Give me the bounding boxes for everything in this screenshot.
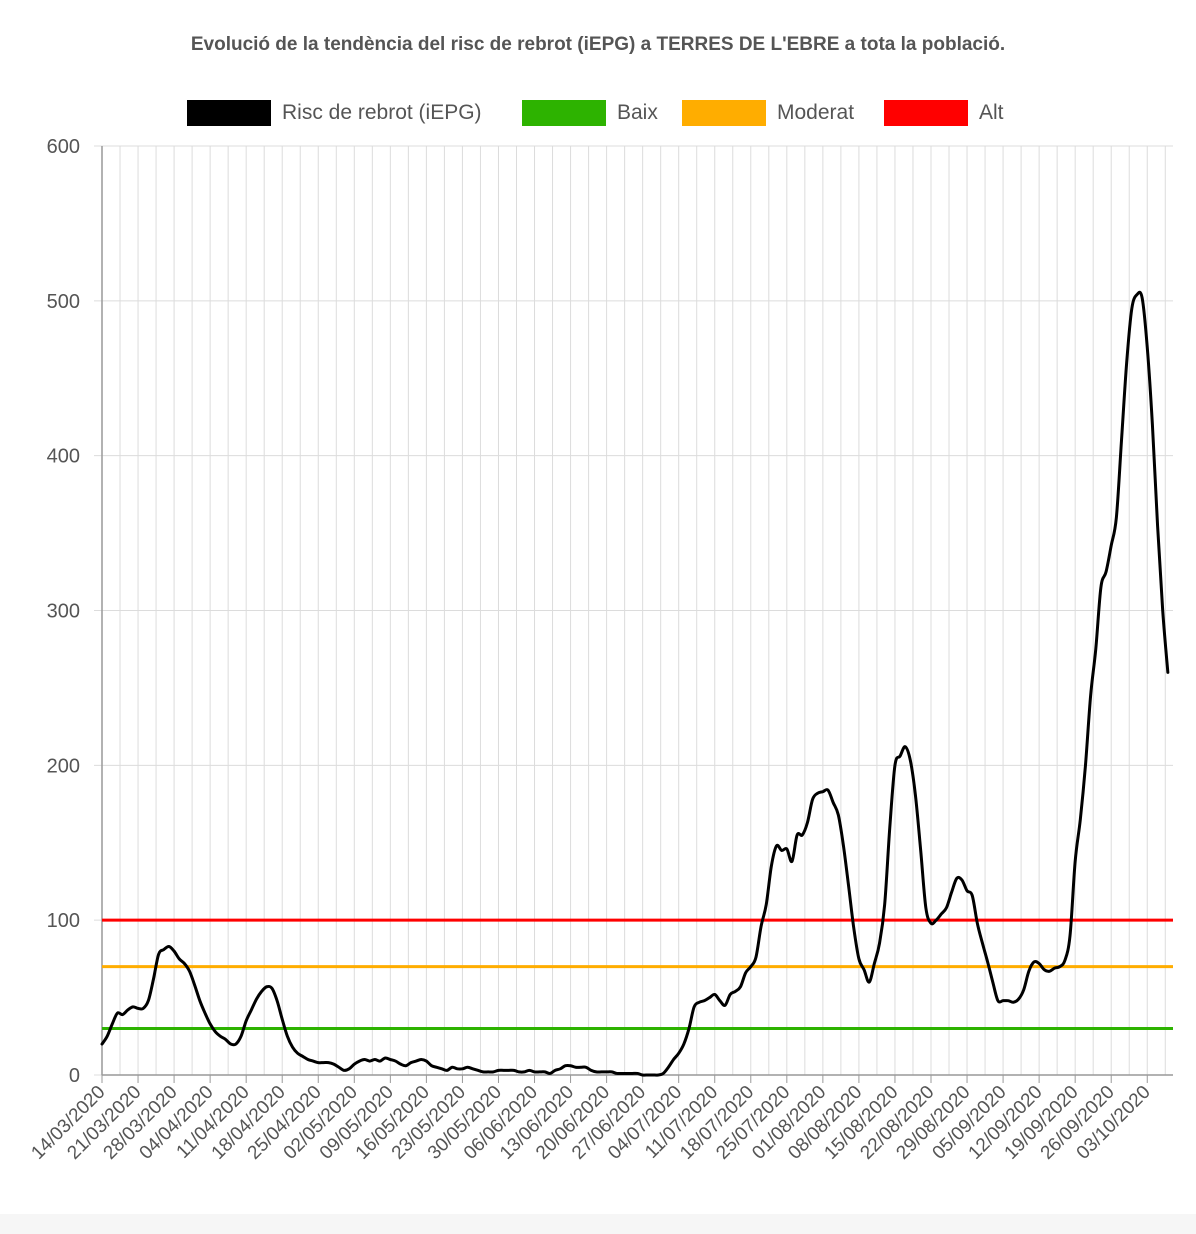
chart-title: Evolució de la tendència del risc de reb… [190,34,1006,55]
legend-label-baix: Baix [617,101,658,124]
y-tick-label: 500 [47,291,80,313]
y-tick-label: 400 [47,446,80,468]
legend-label-moderat: Moderat [777,101,855,124]
legend-swatch-risc [187,100,271,126]
bottom-strip [0,1214,1196,1234]
legend-item-alt[interactable]: Alt [884,98,1004,128]
y-tick-label: 200 [47,755,80,777]
legend-item-moderat[interactable]: Moderat [682,98,854,128]
y-tick-label: 0 [69,1065,80,1087]
chart-legend: Risc de rebrot (iEPG) Baix Moderat Alt [0,98,1196,132]
legend-item-risc[interactable]: Risc de rebrot (iEPG) [187,98,482,128]
legend-item-baix[interactable]: Baix [522,98,658,128]
y-tick-label: 300 [47,601,80,623]
y-tick-label: 100 [47,910,80,932]
legend-swatch-moderat [682,100,766,126]
legend-swatch-baix [522,100,606,126]
legend-label-alt: Alt [979,101,1004,124]
legend-label-risc: Risc de rebrot (iEPG) [282,101,482,124]
legend-swatch-alt [884,100,968,126]
y-tick-label: 600 [47,136,80,158]
series-line-risc-de-rebrot [100,290,1170,1077]
